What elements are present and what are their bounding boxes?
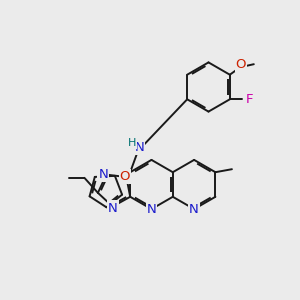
Text: F: F xyxy=(246,93,253,106)
Text: H: H xyxy=(128,138,136,148)
Text: N: N xyxy=(108,202,118,214)
Text: N: N xyxy=(98,167,108,181)
Text: N: N xyxy=(134,141,144,154)
Text: N: N xyxy=(147,202,156,216)
Text: N: N xyxy=(189,202,199,216)
Text: O: O xyxy=(236,58,246,71)
Text: O: O xyxy=(120,170,130,183)
